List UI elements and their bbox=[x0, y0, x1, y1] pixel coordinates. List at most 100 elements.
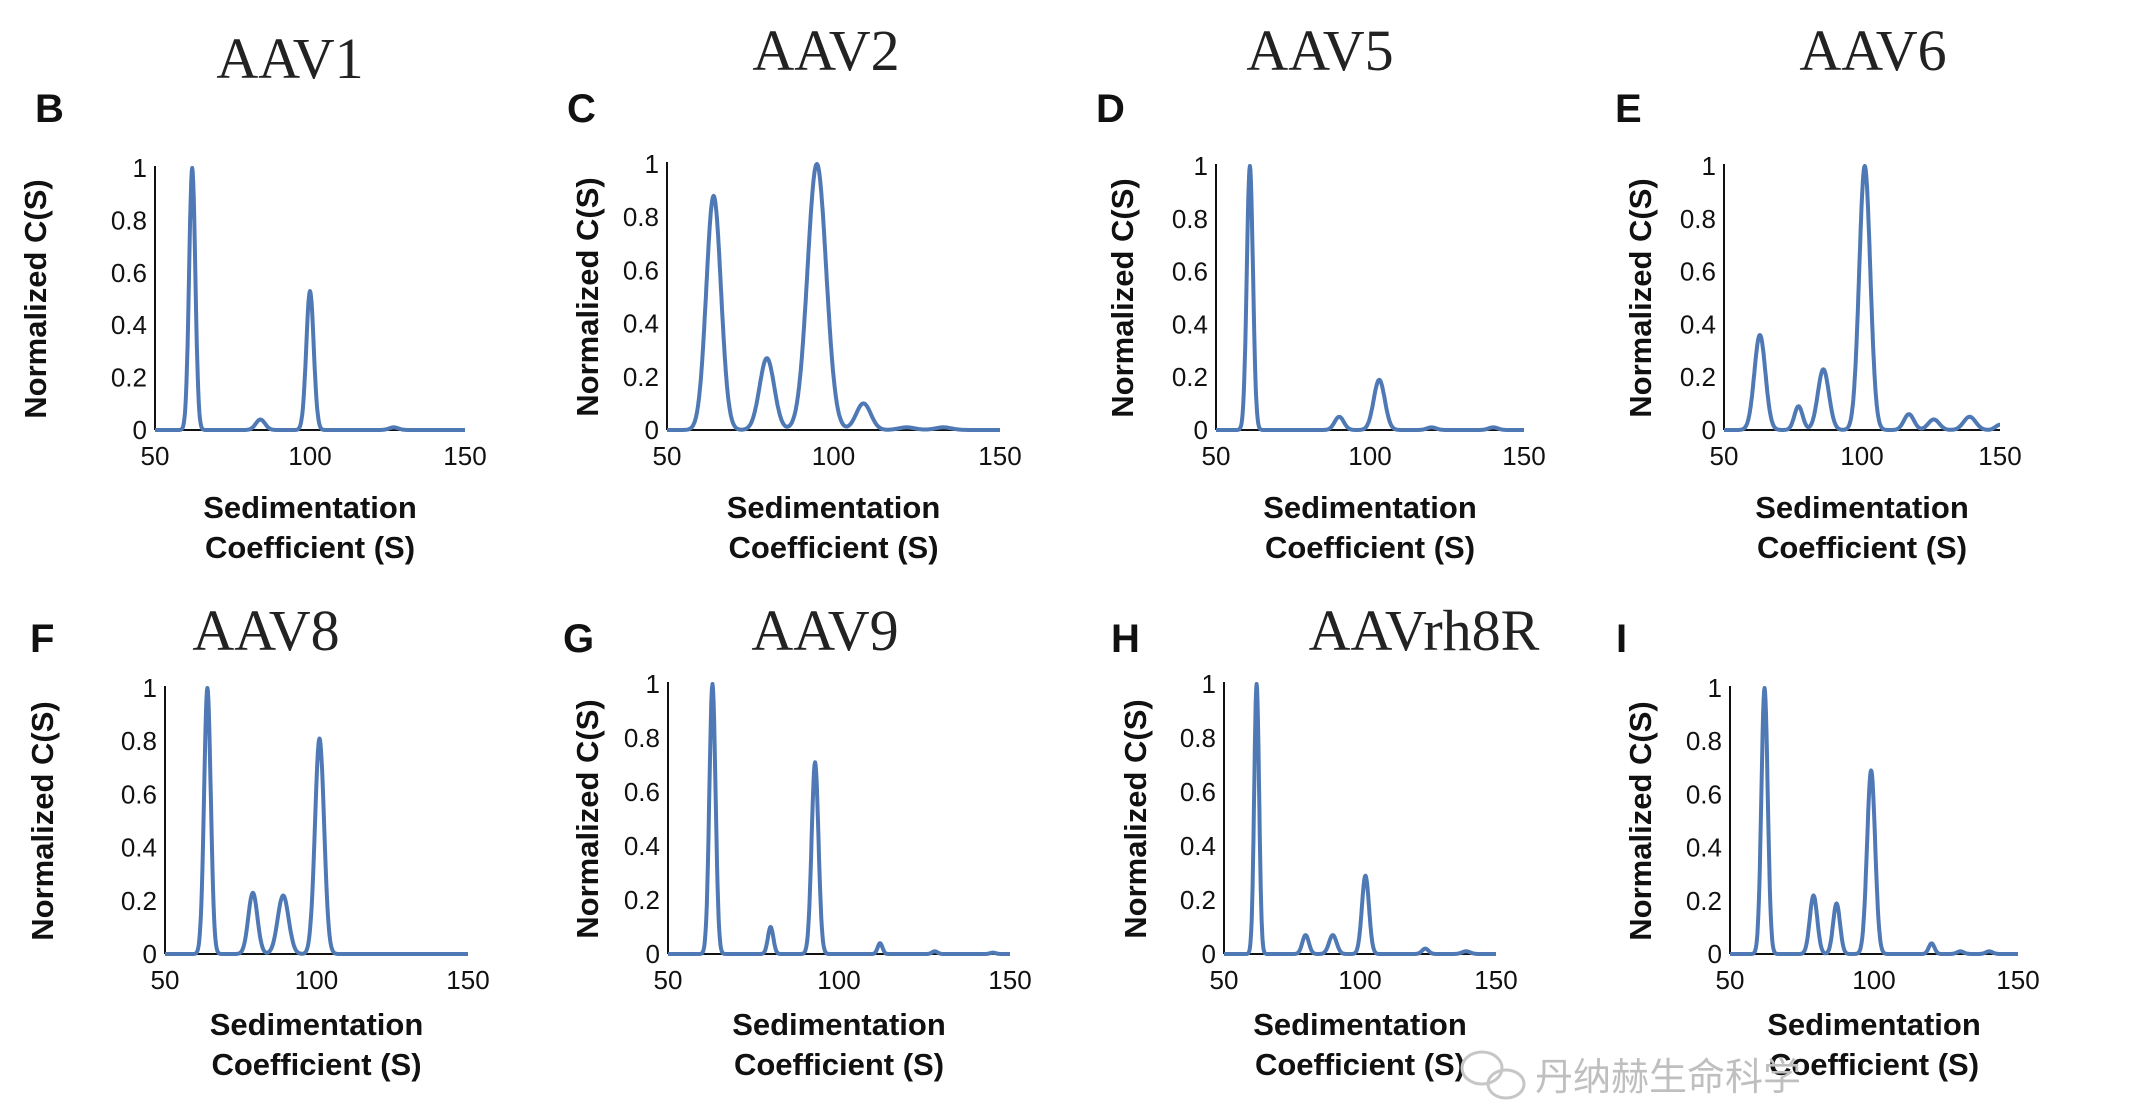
y-tick-label: 0.2 bbox=[624, 885, 660, 915]
panel-letter: H bbox=[1111, 617, 1140, 661]
y-axis-label: Normalized C(S) bbox=[1623, 178, 1658, 417]
x-tick-label: 150 bbox=[1996, 965, 2039, 995]
series-line bbox=[1214, 164, 1526, 432]
x-axis-label: Coefficient (S) bbox=[1255, 1047, 1465, 1082]
y-tick-label: 0.4 bbox=[1686, 833, 1722, 863]
y-tick-label: 0.2 bbox=[1172, 362, 1208, 392]
panel-letter: F bbox=[30, 617, 54, 661]
y-tick-label: 0.6 bbox=[1680, 257, 1716, 287]
x-tick-label: 150 bbox=[1502, 441, 1545, 471]
y-tick-label: 0 bbox=[133, 415, 147, 445]
y-tick-label: 0.4 bbox=[1180, 831, 1216, 861]
y-tick-label: 0.4 bbox=[121, 833, 157, 863]
wechat-icon bbox=[1460, 1050, 1526, 1100]
x-tick-label: 50 bbox=[151, 965, 180, 995]
y-tick-label: 0.4 bbox=[624, 831, 660, 861]
x-tick-label: 100 bbox=[295, 965, 338, 995]
x-tick-label: 50 bbox=[1202, 441, 1231, 471]
y-tick-label: 0.4 bbox=[1680, 309, 1716, 339]
y-tick-label: 1 bbox=[1708, 673, 1722, 703]
x-tick-label: 100 bbox=[1338, 965, 1381, 995]
y-tick-label: 0.8 bbox=[1680, 204, 1716, 234]
series-line bbox=[163, 686, 470, 956]
x-axis-label: Coefficient (S) bbox=[1757, 530, 1967, 565]
y-tick-label: 0.2 bbox=[1680, 362, 1716, 392]
y-tick-label: 1 bbox=[645, 149, 659, 179]
y-tick-label: 0 bbox=[1702, 415, 1716, 445]
panel-title: AAV8 bbox=[192, 598, 339, 663]
x-tick-label: 100 bbox=[1852, 965, 1895, 995]
x-tick-label: 150 bbox=[1978, 441, 2021, 471]
x-axis-label: Coefficient (S) bbox=[1769, 1047, 1979, 1082]
x-tick-label: 50 bbox=[141, 441, 170, 471]
y-axis-label: Normalized C(S) bbox=[570, 177, 605, 416]
y-tick-label: 0.6 bbox=[624, 777, 660, 807]
y-axis-label: Normalized C(S) bbox=[1623, 701, 1658, 940]
x-axis-label: Coefficient (S) bbox=[1265, 530, 1475, 565]
x-tick-label: 150 bbox=[978, 441, 1021, 471]
y-tick-label: 0.4 bbox=[111, 310, 147, 340]
series-line bbox=[666, 682, 1012, 956]
x-tick-label: 100 bbox=[1840, 441, 1883, 471]
x-tick-label: 100 bbox=[1348, 441, 1391, 471]
y-tick-label: 0.2 bbox=[1180, 885, 1216, 915]
y-tick-label: 0.2 bbox=[1686, 886, 1722, 916]
y-tick-label: 0.8 bbox=[111, 205, 147, 235]
y-tick-label: 0.6 bbox=[1180, 777, 1216, 807]
y-tick-label: 1 bbox=[646, 669, 660, 699]
y-tick-label: 0.8 bbox=[121, 726, 157, 756]
series-line bbox=[665, 162, 1002, 432]
y-tick-label: 0 bbox=[646, 939, 660, 969]
x-axis-label: Sedimentation bbox=[1755, 490, 1969, 525]
y-tick-label: 0 bbox=[143, 939, 157, 969]
y-axis-label: Normalized C(S) bbox=[25, 701, 60, 940]
y-tick-label: 0 bbox=[645, 415, 659, 445]
x-axis-label: Coefficient (S) bbox=[205, 530, 415, 565]
x-axis-label: Coefficient (S) bbox=[211, 1047, 421, 1082]
x-tick-label: 50 bbox=[654, 965, 683, 995]
panel-title: AAV1 bbox=[216, 26, 363, 91]
series-line bbox=[1722, 164, 2002, 432]
y-tick-label: 0.8 bbox=[1172, 204, 1208, 234]
y-tick-label: 0.8 bbox=[1180, 723, 1216, 753]
panel-title: AAV5 bbox=[1246, 18, 1393, 83]
y-tick-label: 0.8 bbox=[624, 723, 660, 753]
y-tick-label: 0.4 bbox=[1172, 309, 1208, 339]
x-tick-label: 100 bbox=[812, 441, 855, 471]
panel-letter: E bbox=[1615, 87, 1642, 131]
x-axis-label: Coefficient (S) bbox=[728, 530, 938, 565]
series-line bbox=[1728, 686, 2020, 956]
x-tick-label: 50 bbox=[1710, 441, 1739, 471]
x-axis-label: Sedimentation bbox=[1263, 490, 1477, 525]
y-tick-label: 1 bbox=[133, 153, 147, 183]
y-axis-label: Normalized C(S) bbox=[1105, 178, 1140, 417]
panel-letter: C bbox=[567, 87, 596, 131]
y-axis-label: Normalized C(S) bbox=[570, 699, 605, 938]
x-tick-label: 150 bbox=[443, 441, 486, 471]
series-line bbox=[1222, 682, 1498, 956]
watermark-text: 丹纳赫生命科学 bbox=[1535, 1055, 1801, 1099]
x-tick-label: 100 bbox=[817, 965, 860, 995]
x-tick-label: 150 bbox=[1474, 965, 1517, 995]
y-tick-label: 1 bbox=[1702, 151, 1716, 181]
x-axis-label: Sedimentation bbox=[732, 1007, 946, 1042]
y-tick-label: 0.2 bbox=[121, 886, 157, 916]
y-tick-label: 0 bbox=[1708, 939, 1722, 969]
y-tick-label: 0.4 bbox=[623, 309, 659, 339]
y-tick-label: 0.6 bbox=[1686, 779, 1722, 809]
y-tick-label: 0.2 bbox=[111, 363, 147, 393]
x-axis-label: Sedimentation bbox=[1253, 1007, 1467, 1042]
y-axis-label: Normalized C(S) bbox=[18, 179, 53, 418]
y-tick-label: 0.6 bbox=[121, 779, 157, 809]
y-tick-label: 0.8 bbox=[623, 202, 659, 232]
x-tick-label: 100 bbox=[288, 441, 331, 471]
panel-title: AAV2 bbox=[752, 18, 899, 83]
